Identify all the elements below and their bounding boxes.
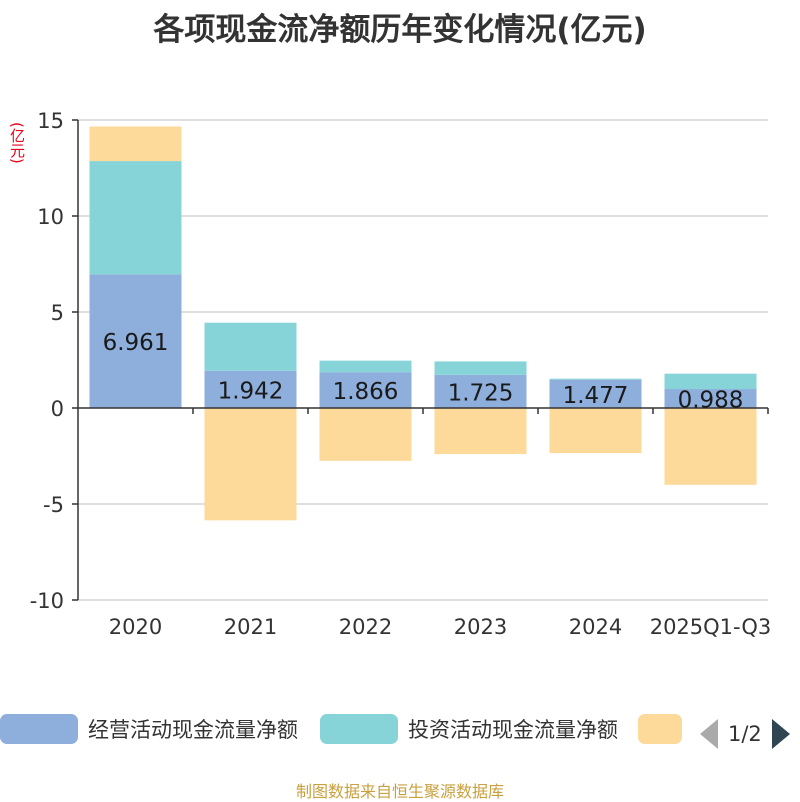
bar-segment-2021-s0: [204, 370, 297, 408]
data-source-note: 制图数据来自恒生聚源数据库: [295, 782, 504, 801]
legend-swatch-investing: [320, 714, 398, 744]
legend-swatch-operating: [0, 714, 78, 744]
data-label-operating-2025Q1-Q3: 0.988: [678, 388, 744, 414]
legend-item-investing[interactable]: 投资活动现金流量净额: [320, 714, 618, 744]
data-label-operating-2020: 6.961: [103, 330, 169, 356]
bar-segment-2023-s1: [434, 361, 527, 375]
bar-segment-2024-s1: [549, 378, 642, 380]
x-tick-label-2021: 2021: [224, 615, 277, 639]
bar-segment-2020-s1: [89, 161, 182, 275]
stacked-bar-chart: 15 10 5 0 -5 -10 2020 2021 2022 2023 2024 2025Q1-Q3…: [30, 109, 772, 639]
chart-title: 各项现金流净额历年变化情况(亿元): [153, 12, 647, 48]
legend-prev-page-icon[interactable]: [700, 719, 718, 749]
legend-page-indicator: 1/2: [728, 722, 762, 746]
legend-item-operating[interactable]: 经营活动现金流量净额: [0, 714, 298, 744]
y-tick-label: 0: [51, 397, 64, 421]
legend-item-financing[interactable]: [638, 714, 682, 744]
x-tick-label-2022: 2022: [339, 615, 392, 639]
legend-pager: 1/2: [700, 714, 790, 754]
legend-label-investing: 投资活动现金流量净额: [408, 718, 618, 742]
grid-lines: [78, 119, 768, 601]
bar-segment-2024-s0: [549, 379, 642, 408]
data-label-operating-2021: 1.942: [218, 378, 284, 404]
data-labels: 6.961 1.942 1.866 1.725 1.477 0.988: [103, 330, 744, 413]
y-tick-label: 5: [51, 301, 64, 325]
bar-segment-2020-s2: [89, 126, 182, 162]
bar-segment-2020-s0: [89, 274, 182, 408]
data-label-operating-2022: 1.866: [333, 379, 399, 405]
legend-next-page-icon[interactable]: [771, 719, 790, 749]
y-tick-label: 10: [37, 205, 64, 229]
legend-swatch-financing: [638, 714, 682, 744]
x-tick-label-2025Q1-Q3: 2025Q1-Q3: [650, 615, 772, 639]
bar-segment-2025Q1-Q3-s1: [664, 373, 757, 390]
y-tick-label: -10: [30, 589, 64, 613]
legend: 经营活动现金流量净额 投资活动现金流量净额 1/2: [0, 714, 800, 754]
legend-label-operating: 经营活动现金流量净额: [88, 718, 298, 742]
x-tick-label-2020: 2020: [109, 615, 162, 639]
bar-segment-2023-s0: [434, 374, 527, 408]
bar-segment-2021-s2: [204, 408, 297, 521]
bar-segment-2023-s2: [434, 408, 527, 455]
bar-segment-2024-s2: [549, 408, 642, 454]
bar-segment-2025Q1-Q3-s0: [664, 389, 757, 408]
x-tick-label-2024: 2024: [569, 615, 622, 639]
bar-segment-2022-s2: [319, 408, 412, 461]
y-axis-unit-label: (亿元): [8, 122, 26, 164]
y-tick-label: -5: [43, 493, 64, 517]
y-tick-label: 15: [37, 109, 64, 133]
axes: 15 10 5 0 -5 -10 2020 2021 2022 2023 2024 2025Q1-Q3: [30, 109, 772, 639]
bars: [89, 126, 757, 521]
x-tick-label-2023: 2023: [454, 615, 507, 639]
bar-segment-2022-s1: [319, 360, 412, 373]
data-label-operating-2023: 1.725: [448, 380, 514, 406]
bar-segment-2021-s1: [204, 322, 297, 371]
bar-segment-2022-s0: [319, 372, 412, 408]
bar-segment-2025Q1-Q3-s2: [664, 408, 757, 485]
data-label-operating-2024: 1.477: [563, 383, 629, 409]
